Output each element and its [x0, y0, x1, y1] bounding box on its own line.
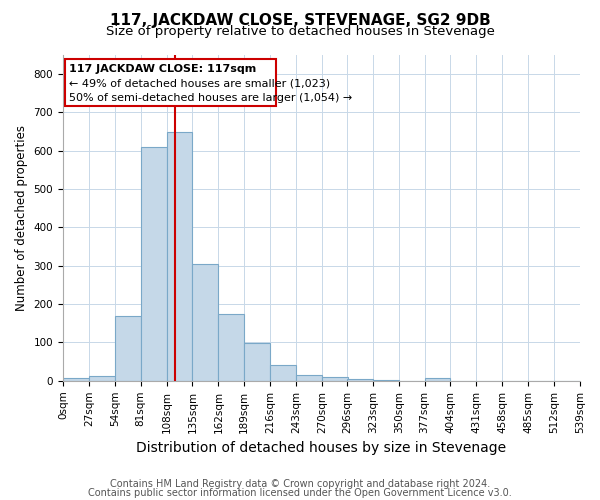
- Bar: [167, 132, 193, 381]
- Bar: [373, 380, 398, 381]
- Bar: [347, 379, 373, 381]
- Bar: [115, 316, 140, 381]
- Bar: [244, 344, 270, 381]
- Text: 117, JACKDAW CLOSE, STEVENAGE, SG2 9DB: 117, JACKDAW CLOSE, STEVENAGE, SG2 9DB: [110, 12, 490, 28]
- Bar: [270, 364, 296, 381]
- Bar: [322, 377, 348, 381]
- Text: 117 JACKDAW CLOSE: 117sqm: 117 JACKDAW CLOSE: 117sqm: [68, 64, 256, 74]
- Y-axis label: Number of detached properties: Number of detached properties: [15, 125, 28, 311]
- Bar: [63, 378, 89, 381]
- Text: 50% of semi-detached houses are larger (1,054) →: 50% of semi-detached houses are larger (…: [68, 93, 352, 103]
- Bar: [193, 264, 218, 381]
- Text: Contains public sector information licensed under the Open Government Licence v3: Contains public sector information licen…: [88, 488, 512, 498]
- Text: Contains HM Land Registry data © Crown copyright and database right 2024.: Contains HM Land Registry data © Crown c…: [110, 479, 490, 489]
- X-axis label: Distribution of detached houses by size in Stevenage: Distribution of detached houses by size …: [136, 441, 506, 455]
- Bar: [425, 378, 451, 381]
- FancyBboxPatch shape: [65, 59, 276, 106]
- Text: ← 49% of detached houses are smaller (1,023): ← 49% of detached houses are smaller (1,…: [68, 78, 330, 88]
- Text: Size of property relative to detached houses in Stevenage: Size of property relative to detached ho…: [106, 25, 494, 38]
- Bar: [140, 147, 167, 381]
- Bar: [296, 375, 322, 381]
- Bar: [89, 376, 115, 381]
- Bar: [218, 314, 244, 381]
